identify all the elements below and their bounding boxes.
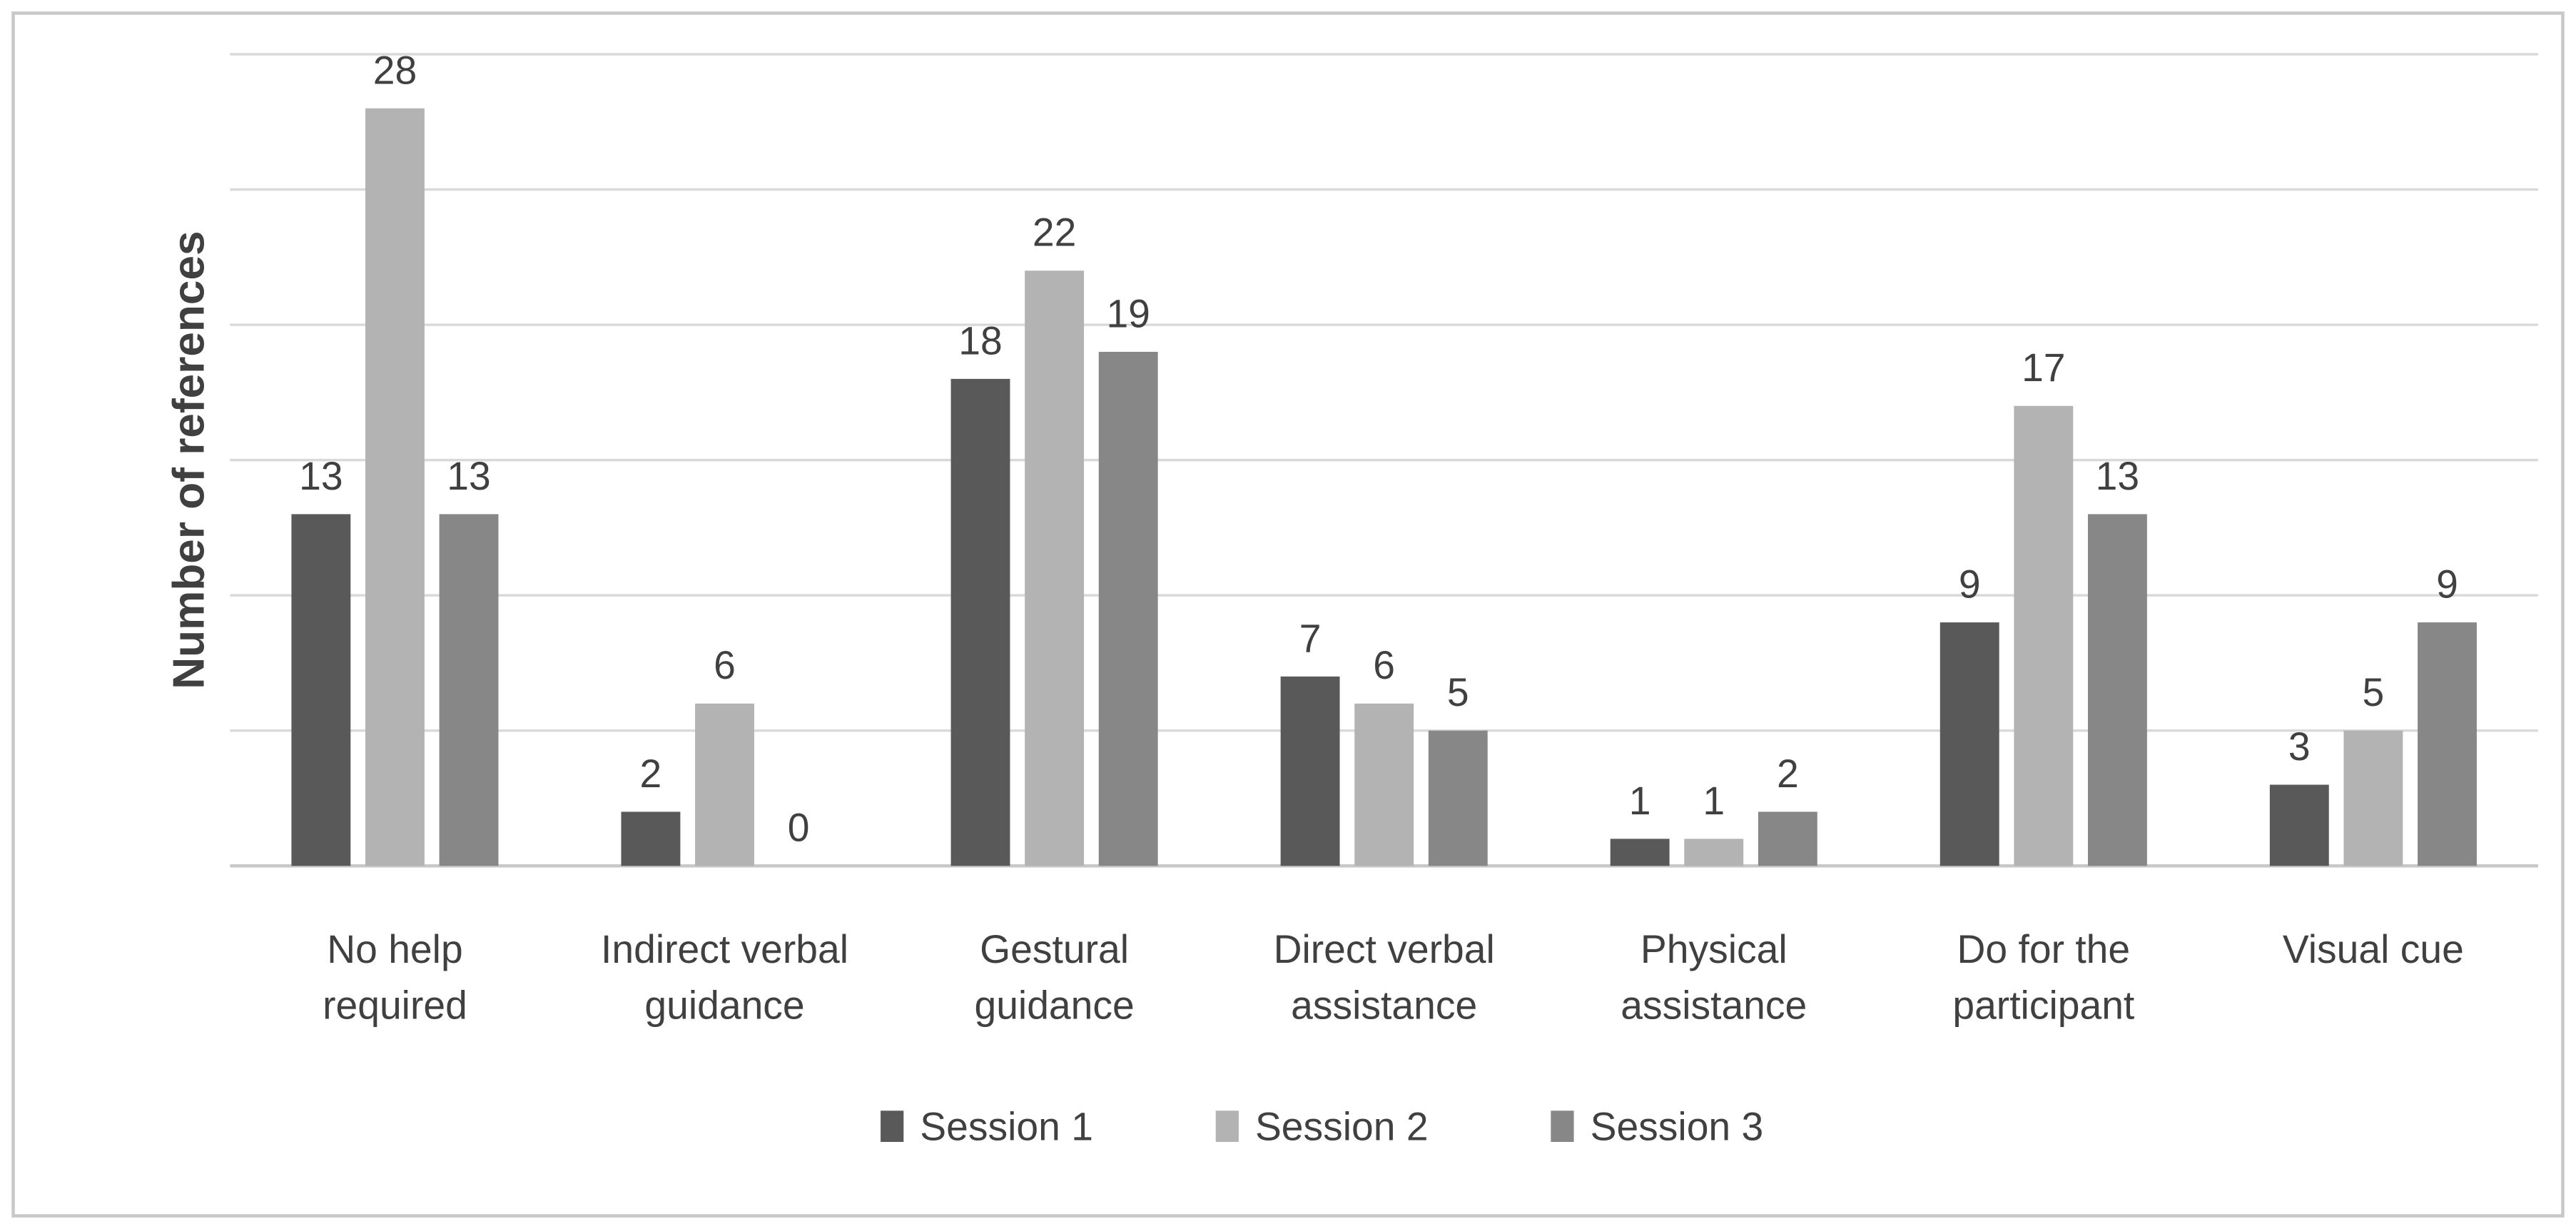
category-label: guidance: [644, 983, 804, 1027]
bar: [950, 378, 1010, 866]
data-label: 1: [1629, 779, 1651, 823]
legend-label: Session 1: [920, 1105, 1093, 1149]
bar: [1610, 839, 1670, 866]
data-label: 3: [2288, 724, 2311, 769]
bar: [1280, 676, 1340, 866]
data-label: 19: [1106, 291, 1150, 335]
data-label: 9: [1959, 562, 1981, 607]
bar: [1939, 622, 1999, 866]
data-label: 17: [2022, 345, 2065, 390]
data-label: 9: [2436, 562, 2458, 607]
category-label: guidance: [974, 983, 1134, 1027]
legend-label: Session 3: [1591, 1105, 1764, 1149]
bar: [2087, 514, 2147, 866]
data-label: 22: [1033, 211, 1076, 255]
category-label: Physical: [1641, 927, 1788, 971]
bar: [2418, 622, 2477, 866]
data-label: 1: [1703, 779, 1725, 823]
data-label: 13: [299, 454, 343, 498]
category-label: Visual cue: [2283, 927, 2464, 971]
data-label: 13: [447, 454, 490, 498]
y-axis-label: Number of references: [165, 231, 214, 689]
category-label: assistance: [1291, 983, 1477, 1027]
bar: [2343, 730, 2403, 866]
data-label: 18: [958, 318, 1002, 363]
data-label: 0: [788, 806, 810, 850]
legend-item: Session 2: [1215, 1105, 1429, 1149]
bar: [1758, 811, 1817, 866]
category-label: No help: [327, 927, 462, 971]
legend-swatch: [881, 1111, 904, 1142]
bar: [2014, 405, 2074, 866]
data-label: 6: [1373, 643, 1395, 687]
category-label: required: [323, 983, 467, 1027]
data-label: 13: [2096, 454, 2139, 498]
category-label: participant: [1952, 983, 2134, 1027]
data-label: 2: [1777, 752, 1799, 796]
legend: Session 1 Session 2 Session 3: [881, 1105, 1763, 1149]
legend-swatch: [1215, 1111, 1239, 1142]
category-label: Gestural: [980, 927, 1129, 971]
category-label: Indirect verbal: [601, 927, 848, 971]
legend-item: Session 3: [1551, 1105, 1763, 1149]
bar: [1098, 351, 1158, 866]
data-label: 5: [1447, 670, 1469, 714]
bar: [1684, 839, 1744, 866]
legend-swatch: [1551, 1111, 1574, 1142]
category-label: assistance: [1621, 983, 1807, 1027]
bar: [291, 514, 351, 866]
category-label: Do for the: [1957, 927, 2131, 971]
data-label: 6: [714, 643, 736, 687]
data-label: 7: [1299, 616, 1322, 660]
bar: [439, 514, 499, 866]
data-label: 5: [2363, 670, 2385, 714]
bar: [1025, 270, 1085, 866]
bar: [365, 108, 425, 866]
bar: [695, 703, 754, 866]
data-label: 2: [640, 752, 662, 796]
data-label: 28: [373, 48, 417, 92]
legend-item: Session 1: [881, 1105, 1093, 1149]
legend-label: Session 2: [1255, 1105, 1429, 1149]
category-label: Direct verbal: [1274, 927, 1495, 971]
bar: [621, 811, 681, 866]
bar: [1354, 703, 1414, 866]
bar: [1428, 730, 1488, 866]
bar: [2269, 784, 2329, 866]
